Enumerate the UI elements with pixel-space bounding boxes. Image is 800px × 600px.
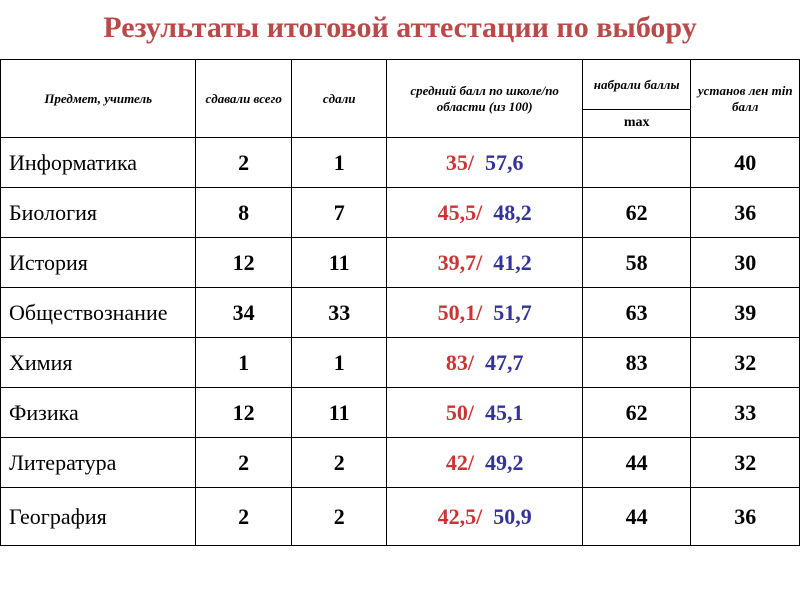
cell-subject: Биология <box>1 188 196 238</box>
cell-passed: 11 <box>291 388 387 438</box>
table-row: География 2 2 42,5/ 50,9 44 36 <box>1 488 800 546</box>
cell-passed: 33 <box>291 288 387 338</box>
col-passed: сдали <box>291 60 387 138</box>
table-row: Обществознание 34 33 50,1/ 51,7 63 39 <box>1 288 800 338</box>
cell-passed: 1 <box>291 338 387 388</box>
table-row: Химия 1 1 83/ 47,7 83 32 <box>1 338 800 388</box>
cell-avg: 50/ 45,1 <box>387 388 582 438</box>
table-row: Информатика 2 1 35/ 57,6 40 <box>1 138 800 188</box>
page-title: Результаты итоговой аттестации по выбору <box>0 0 800 59</box>
col-max-sub: max <box>582 110 691 138</box>
col-total: сдавали всего <box>196 60 292 138</box>
cell-avg: 50,1/ 51,7 <box>387 288 582 338</box>
table-row: Биология 8 7 45,5/ 48,2 62 36 <box>1 188 800 238</box>
table-row: Литература 2 2 42/ 49,2 44 32 <box>1 438 800 488</box>
table-body: Информатика 2 1 35/ 57,6 40 Биология 8 7… <box>1 138 800 546</box>
cell-min: 30 <box>691 238 800 288</box>
cell-min: 40 <box>691 138 800 188</box>
cell-total: 12 <box>196 238 292 288</box>
cell-subject: Химия <box>1 338 196 388</box>
cell-max: 62 <box>582 188 691 238</box>
col-subject: Предмет, учитель <box>1 60 196 138</box>
cell-min: 36 <box>691 188 800 238</box>
cell-total: 2 <box>196 138 292 188</box>
cell-max: 63 <box>582 288 691 338</box>
table-row: История 12 11 39,7/ 41,2 58 30 <box>1 238 800 288</box>
cell-passed: 7 <box>291 188 387 238</box>
cell-passed: 2 <box>291 438 387 488</box>
cell-subject: Физика <box>1 388 196 438</box>
cell-total: 8 <box>196 188 292 238</box>
cell-min: 36 <box>691 488 800 546</box>
cell-subject: Информатика <box>1 138 196 188</box>
col-min: установ лен min балл <box>691 60 800 138</box>
cell-max <box>582 138 691 188</box>
cell-avg: 39,7/ 41,2 <box>387 238 582 288</box>
cell-avg: 42,5/ 50,9 <box>387 488 582 546</box>
cell-subject: Литература <box>1 438 196 488</box>
cell-total: 1 <box>196 338 292 388</box>
cell-max: 44 <box>582 488 691 546</box>
cell-total: 12 <box>196 388 292 438</box>
cell-avg: 83/ 47,7 <box>387 338 582 388</box>
cell-subject: История <box>1 238 196 288</box>
cell-max: 44 <box>582 438 691 488</box>
cell-subject: Обществознание <box>1 288 196 338</box>
cell-min: 32 <box>691 438 800 488</box>
cell-passed: 1 <box>291 138 387 188</box>
cell-total: 2 <box>196 438 292 488</box>
cell-subject: География <box>1 488 196 546</box>
cell-max: 62 <box>582 388 691 438</box>
cell-min: 39 <box>691 288 800 338</box>
col-avg: средний балл по школе/по области (из 100… <box>387 60 582 138</box>
cell-passed: 2 <box>291 488 387 546</box>
cell-total: 2 <box>196 488 292 546</box>
cell-total: 34 <box>196 288 292 338</box>
cell-max: 58 <box>582 238 691 288</box>
results-table: Предмет, учитель сдавали всего сдали сре… <box>0 59 800 546</box>
cell-max: 83 <box>582 338 691 388</box>
cell-min: 33 <box>691 388 800 438</box>
col-max-header: набрали баллы <box>582 60 691 110</box>
cell-avg: 42/ 49,2 <box>387 438 582 488</box>
table-row: Физика 12 11 50/ 45,1 62 33 <box>1 388 800 438</box>
cell-min: 32 <box>691 338 800 388</box>
cell-avg: 35/ 57,6 <box>387 138 582 188</box>
cell-avg: 45,5/ 48,2 <box>387 188 582 238</box>
cell-passed: 11 <box>291 238 387 288</box>
